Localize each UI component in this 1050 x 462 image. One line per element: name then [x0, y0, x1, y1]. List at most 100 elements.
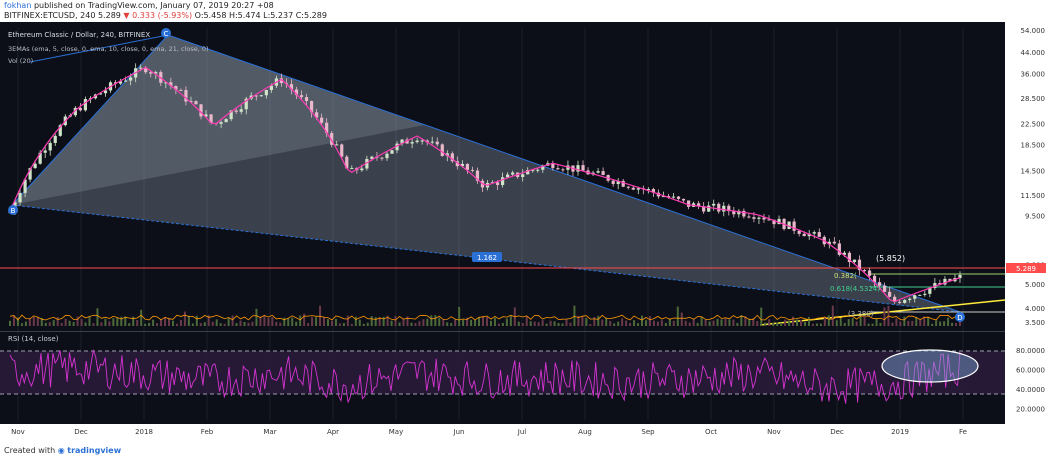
candle-body	[626, 186, 630, 188]
volume-bar	[843, 322, 846, 326]
price-tick-label: 14.500	[1021, 167, 1046, 175]
price-tick-label: 36.000	[1021, 70, 1046, 78]
author-link[interactable]: fokhan	[4, 1, 32, 10]
candle-body	[676, 196, 681, 199]
time-tick-label: Dec	[830, 428, 844, 436]
volume-bar	[60, 322, 63, 326]
candle-body	[531, 169, 535, 171]
volume-bar	[235, 323, 238, 326]
candle-body	[862, 270, 867, 272]
candle-body	[400, 139, 404, 144]
candle-body	[385, 153, 389, 159]
candle-body	[852, 259, 857, 263]
volume-bar	[756, 321, 759, 326]
time-tick-label: 2019	[891, 428, 909, 436]
volume-bar	[637, 323, 640, 326]
candle-body	[299, 95, 304, 98]
candle-body	[536, 169, 540, 171]
volume-bar	[744, 316, 747, 326]
candle-body	[686, 200, 691, 207]
candle-body	[802, 233, 806, 237]
candle-body	[335, 144, 339, 146]
volume-bar	[326, 319, 329, 326]
volume-bar	[708, 321, 711, 326]
volume-bar	[100, 322, 103, 326]
volume-bar	[84, 322, 87, 326]
candle-body	[129, 77, 133, 81]
volume-bar	[589, 323, 592, 326]
volume-bar	[311, 317, 314, 326]
candle-body	[224, 119, 228, 123]
candle-body	[727, 205, 731, 212]
candle-body	[500, 177, 505, 186]
point-c-marker[interactable]: C	[161, 28, 171, 38]
footer-prefix: Created with	[4, 446, 56, 455]
last-price: 5.289	[97, 11, 121, 20]
volume-bar	[704, 319, 707, 326]
volume-bar	[537, 322, 540, 326]
volume-bar	[144, 323, 147, 326]
candle-body	[646, 189, 650, 191]
candle-body	[551, 163, 555, 169]
volume-bar	[648, 316, 651, 326]
volume-bar	[362, 323, 365, 326]
volume-bar	[617, 321, 620, 326]
ratio-badge[interactable]: 1.162	[472, 252, 502, 262]
volume-bar	[386, 315, 389, 326]
volume-bar	[712, 320, 715, 326]
time-tick-label: Mar	[263, 428, 276, 436]
candle-body	[495, 182, 500, 186]
volume-bar	[239, 320, 242, 326]
candle-body	[888, 291, 892, 297]
price-axis-panel[interactable]	[1005, 22, 1050, 424]
rsi-tick-label: 80.0000	[1016, 347, 1045, 355]
time-axis-panel[interactable]	[0, 424, 1050, 442]
candle-body	[772, 219, 776, 225]
volume-bar	[835, 320, 838, 326]
candle-body	[28, 168, 32, 180]
volume-bar	[605, 317, 608, 326]
time-tick-label: Fe	[959, 428, 967, 436]
volume-bar	[211, 321, 214, 326]
volume-bar	[156, 323, 159, 326]
candle-body	[872, 275, 877, 283]
candle-body	[832, 241, 836, 244]
candle-body	[893, 296, 897, 302]
volume-bar	[768, 319, 771, 326]
volume-bar	[561, 323, 564, 326]
candle-body	[390, 150, 394, 154]
point-b-marker[interactable]: B	[8, 205, 18, 215]
candle-body	[470, 169, 475, 171]
candle-body	[395, 143, 399, 151]
fib-618-label: 0.618(4.5324)	[830, 285, 880, 293]
volume-bar	[263, 315, 266, 326]
volume-bar	[148, 322, 151, 326]
volume-bar	[879, 322, 882, 326]
candle-body	[928, 287, 932, 294]
volume-bar	[52, 320, 55, 326]
volume-bar	[859, 316, 862, 326]
volume-bar	[16, 317, 19, 326]
rsi-line	[9, 348, 961, 404]
chart-canvas[interactable]: 54.000 44.000 36.000 28.500 22.500 18.500 14.5…	[0, 22, 1050, 442]
volume-bar	[839, 318, 842, 326]
volume-bar	[827, 315, 830, 326]
candle-body	[345, 156, 349, 169]
candle-body	[325, 122, 329, 134]
volume-bar	[426, 318, 429, 326]
candle-body	[465, 163, 470, 170]
volume-bar	[132, 316, 135, 326]
volume-bar	[219, 323, 222, 326]
candle-body	[666, 196, 671, 198]
volume-bar	[338, 323, 341, 326]
volume-bar	[195, 315, 198, 326]
candle-body	[279, 78, 284, 84]
volume-bar	[489, 320, 492, 326]
volume-bar	[851, 318, 854, 326]
point-d-marker[interactable]: D	[955, 312, 965, 322]
footer-brand[interactable]: tradingview	[67, 446, 122, 455]
candle-body	[697, 203, 701, 207]
candle-body	[360, 168, 364, 171]
volume-bar	[32, 316, 35, 326]
candle-body	[149, 72, 153, 74]
